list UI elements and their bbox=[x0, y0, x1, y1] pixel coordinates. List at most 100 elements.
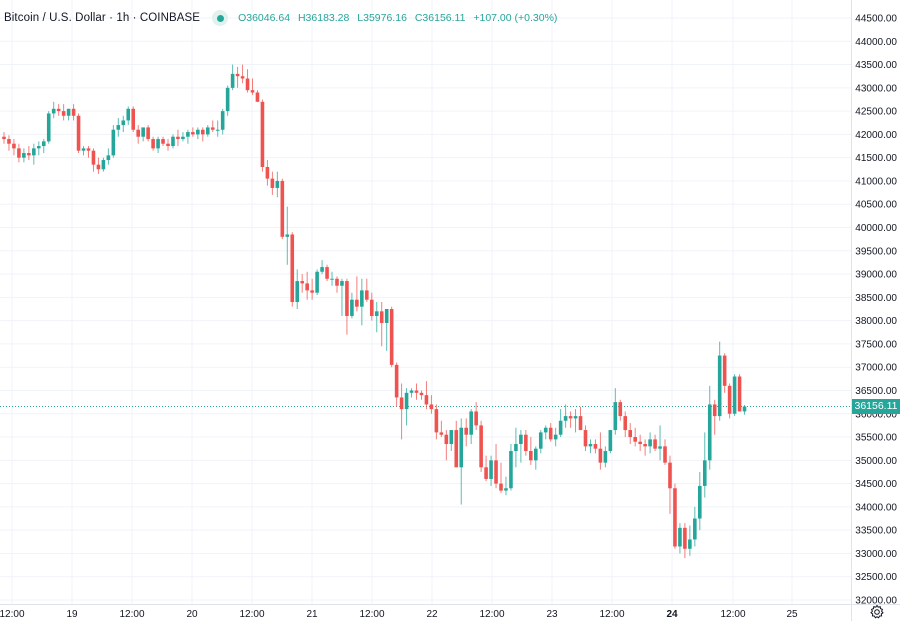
time-axis-label: 12:00 bbox=[479, 609, 504, 620]
price-axis-label: 43000.00 bbox=[855, 83, 897, 94]
candle-body bbox=[419, 392, 424, 396]
candle-body bbox=[86, 148, 91, 151]
price-axis-label: 42500.00 bbox=[855, 107, 897, 118]
candle-body bbox=[136, 129, 140, 137]
candle-body bbox=[315, 271, 319, 293]
gear-icon[interactable] bbox=[869, 604, 885, 620]
candle-body bbox=[56, 108, 61, 112]
candle-body bbox=[71, 108, 76, 116]
candle-body bbox=[648, 439, 652, 447]
candle-body bbox=[424, 395, 429, 405]
price-axis-label: 34000.00 bbox=[855, 502, 897, 513]
price-axis-label: 38500.00 bbox=[855, 293, 897, 304]
candle-body bbox=[210, 127, 215, 130]
candle-body bbox=[693, 518, 697, 540]
candle-body bbox=[533, 448, 538, 461]
price-axis-label: 32000.00 bbox=[855, 596, 897, 607]
candle-body bbox=[717, 355, 722, 417]
candle-body bbox=[538, 432, 543, 449]
time-axis-label: 12:00 bbox=[119, 609, 144, 620]
candle-body bbox=[101, 160, 106, 170]
time-axis-label: 19 bbox=[66, 609, 78, 620]
candle-body bbox=[394, 364, 399, 398]
candle-body bbox=[235, 73, 240, 77]
candle-body bbox=[81, 148, 86, 151]
candle-body bbox=[474, 411, 478, 426]
candle-body bbox=[335, 278, 339, 286]
candle-body bbox=[712, 404, 717, 417]
candle-body bbox=[176, 136, 180, 140]
candle-body bbox=[379, 311, 384, 323]
candle-body bbox=[350, 299, 354, 316]
price-axis-label: 32500.00 bbox=[855, 572, 897, 583]
candle-body bbox=[444, 434, 449, 445]
candle-body bbox=[603, 451, 608, 463]
price-axis-label: 35000.00 bbox=[855, 456, 897, 467]
candle-body bbox=[360, 290, 364, 307]
close-value: C36156.11 bbox=[414, 12, 466, 24]
candle-body bbox=[186, 132, 190, 137]
price-axis-label: 34500.00 bbox=[855, 479, 897, 490]
candle-body bbox=[732, 376, 737, 414]
candle-body bbox=[658, 446, 662, 449]
candle-body bbox=[613, 402, 618, 431]
candle-body bbox=[121, 120, 126, 126]
candle-body bbox=[369, 299, 374, 316]
candle-body bbox=[514, 444, 518, 452]
low-value: L35976.16 bbox=[357, 12, 407, 24]
candle-body bbox=[91, 150, 96, 165]
candle-body bbox=[196, 129, 200, 135]
candle-body bbox=[295, 281, 300, 303]
candle-body bbox=[618, 402, 623, 417]
price-axis-label: 35500.00 bbox=[855, 433, 897, 444]
time-axis-label: 20 bbox=[186, 609, 198, 620]
candle-body bbox=[454, 430, 459, 468]
candle-body bbox=[325, 267, 329, 279]
ohlc-values: O36046.64 H36183.28 L35976.16 C36156.11 … bbox=[238, 12, 562, 24]
candle-body bbox=[76, 115, 81, 151]
candle-body bbox=[469, 411, 473, 435]
candle-body bbox=[280, 180, 285, 237]
candle-body bbox=[151, 139, 155, 149]
candle-body bbox=[722, 355, 727, 386]
symbol-title[interactable]: Bitcoin / U.S. Dollar · 1h · COINBASE bbox=[4, 12, 201, 24]
candle-body bbox=[683, 527, 687, 549]
price-axis-label: 36000.00 bbox=[855, 409, 897, 420]
candle-body bbox=[245, 78, 250, 91]
candle-body bbox=[633, 437, 637, 442]
candle-body bbox=[374, 311, 379, 316]
candle-body bbox=[389, 309, 394, 365]
candle-body bbox=[205, 127, 210, 135]
candle-body bbox=[399, 397, 404, 410]
candle-body bbox=[365, 290, 369, 300]
high-value: H36183.28 bbox=[297, 12, 350, 24]
candle-body bbox=[36, 146, 41, 149]
change-value: +107.00 (+0.30%) bbox=[473, 12, 558, 24]
candle-body bbox=[46, 113, 51, 142]
symbol-legend: Bitcoin / U.S. Dollar · 1h · COINBASE O3… bbox=[4, 9, 562, 27]
candle-body bbox=[628, 430, 633, 438]
price-axis-label: 40000.00 bbox=[855, 223, 897, 234]
candle-body bbox=[310, 290, 314, 293]
time-axis-label: 23 bbox=[546, 609, 558, 620]
candle-body bbox=[191, 132, 195, 135]
candle-body bbox=[111, 129, 116, 156]
time-axis-label: 12:00 bbox=[720, 609, 745, 620]
candle-body bbox=[285, 234, 290, 237]
candle-body bbox=[638, 441, 642, 445]
candle-body bbox=[96, 164, 101, 170]
candle-body bbox=[409, 390, 414, 393]
candle-body bbox=[464, 427, 469, 435]
candle-body bbox=[509, 451, 513, 489]
candle-body bbox=[66, 108, 71, 116]
time-axis-label: 24 bbox=[666, 609, 678, 620]
candle-body bbox=[270, 178, 275, 188]
candle-body bbox=[598, 448, 603, 463]
candle-body bbox=[116, 125, 121, 130]
candle-body bbox=[573, 416, 578, 419]
candle-body bbox=[320, 267, 324, 272]
candle-body bbox=[563, 416, 568, 421]
candle-body bbox=[141, 127, 145, 137]
candle-body bbox=[663, 446, 667, 463]
